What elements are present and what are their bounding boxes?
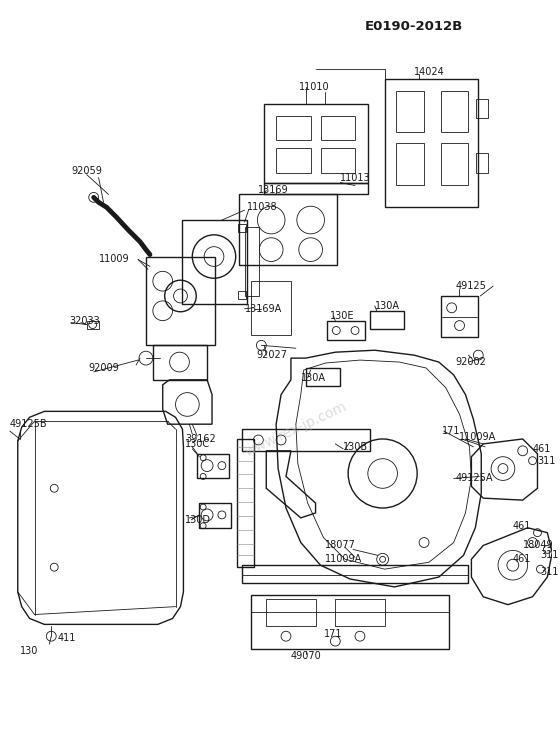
Text: 18049: 18049 xyxy=(522,540,553,550)
Text: 14024: 14024 xyxy=(414,67,445,77)
Text: 11013: 11013 xyxy=(340,173,371,183)
Bar xyxy=(183,220,246,304)
Text: 49125A: 49125A xyxy=(456,474,493,483)
Text: 411: 411 xyxy=(57,633,76,643)
Bar xyxy=(385,79,478,207)
Bar xyxy=(251,281,291,335)
Text: 311: 311 xyxy=(540,550,559,561)
Text: 461: 461 xyxy=(513,554,531,564)
Bar xyxy=(245,227,259,296)
Text: 11038: 11038 xyxy=(246,202,277,212)
Bar xyxy=(239,195,337,266)
Text: 130E: 130E xyxy=(330,310,355,321)
Text: 461: 461 xyxy=(513,520,531,531)
Text: 92009: 92009 xyxy=(88,363,119,373)
Bar xyxy=(276,116,311,140)
Text: 130A: 130A xyxy=(375,301,400,311)
Text: 92027: 92027 xyxy=(256,350,287,360)
Bar xyxy=(264,104,368,182)
Bar xyxy=(264,182,368,195)
Text: 171: 171 xyxy=(442,426,460,436)
Text: 11009A: 11009A xyxy=(325,554,363,564)
Text: 49070: 49070 xyxy=(291,651,321,661)
Bar xyxy=(441,91,468,132)
Text: 311: 311 xyxy=(538,456,556,466)
Bar xyxy=(241,565,468,583)
Bar xyxy=(335,599,385,627)
Text: 32033: 32033 xyxy=(69,315,100,326)
Text: 311: 311 xyxy=(540,567,559,577)
Bar xyxy=(441,296,478,337)
Text: 11009: 11009 xyxy=(99,255,129,264)
Bar xyxy=(370,311,404,329)
Text: E0190-2012B: E0190-2012B xyxy=(365,20,463,33)
Bar xyxy=(153,346,207,380)
Text: 49125B: 49125B xyxy=(10,419,48,429)
Bar xyxy=(328,321,365,340)
Text: 13169: 13169 xyxy=(258,185,289,195)
Text: 11009A: 11009A xyxy=(459,432,496,442)
Text: 130C: 130C xyxy=(185,439,211,449)
Bar xyxy=(441,143,468,184)
Bar xyxy=(197,454,229,479)
Text: 130D: 130D xyxy=(185,515,212,525)
Text: 49125: 49125 xyxy=(456,281,487,291)
Bar xyxy=(199,503,231,528)
Bar xyxy=(477,99,488,119)
Text: 130A: 130A xyxy=(301,373,326,383)
Bar xyxy=(320,148,355,173)
Bar xyxy=(251,595,449,649)
Bar xyxy=(396,143,424,184)
Text: 171: 171 xyxy=(324,630,342,639)
Bar xyxy=(237,439,254,567)
Circle shape xyxy=(88,193,99,202)
Bar xyxy=(146,256,215,346)
Text: 130B: 130B xyxy=(343,442,368,452)
Text: 18077: 18077 xyxy=(325,540,356,550)
Bar xyxy=(241,429,370,451)
Text: 39162: 39162 xyxy=(185,434,216,444)
Bar xyxy=(276,148,311,173)
Text: www.rex-jp.com: www.rex-jp.com xyxy=(242,400,349,459)
Text: 461: 461 xyxy=(533,444,551,454)
Bar xyxy=(266,599,316,627)
Bar xyxy=(237,291,246,299)
Text: 92059: 92059 xyxy=(71,165,102,176)
Bar xyxy=(477,153,488,173)
Bar xyxy=(320,116,355,140)
Text: 92002: 92002 xyxy=(456,357,487,367)
Bar xyxy=(396,91,424,132)
Text: 130: 130 xyxy=(20,646,38,656)
Bar xyxy=(237,224,246,232)
Bar xyxy=(306,368,340,386)
Text: 13169A: 13169A xyxy=(245,304,282,314)
Text: 11010: 11010 xyxy=(299,82,329,92)
